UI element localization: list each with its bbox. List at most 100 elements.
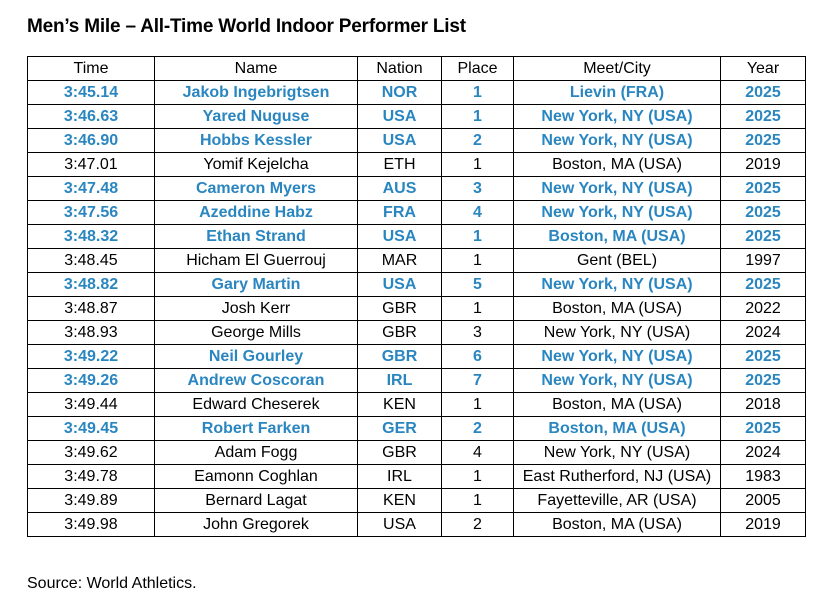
nation-cell: KEN — [357, 392, 442, 417]
year-cell: 2019 — [720, 152, 806, 177]
time-cell: 3:49.78 — [27, 464, 155, 489]
name-cell: Edward Cheserek — [154, 392, 358, 417]
time-cell: 3:47.48 — [27, 176, 155, 201]
time-cell: 3:48.32 — [27, 224, 155, 249]
year-cell: 2022 — [720, 296, 806, 321]
year-cell: 2024 — [720, 320, 806, 345]
time-cell: 3:49.45 — [27, 416, 155, 441]
meet-city-cell: Fayetteville, AR (USA) — [513, 488, 721, 513]
place-cell: 1 — [441, 248, 514, 273]
name-cell: John Gregorek — [154, 512, 358, 537]
place-cell: 3 — [441, 176, 514, 201]
time-cell: 3:49.98 — [27, 512, 155, 537]
table-row: 3:49.26 Andrew Coscoran IRL 7 New York, NY (… — [27, 368, 806, 393]
time-cell: 3:48.87 — [27, 296, 155, 321]
year-cell: 1997 — [720, 248, 806, 273]
place-cell: 4 — [441, 440, 514, 465]
nation-cell: USA — [357, 224, 442, 249]
meet-city-cell: New York, NY (USA) — [513, 176, 721, 201]
meet-city-cell: Gent (BEL) — [513, 248, 721, 273]
time-cell: 3:47.01 — [27, 152, 155, 177]
place-cell: 4 — [441, 200, 514, 225]
table-row: 3:48.93 George Mills GBR 3 New York, NY (USA… — [27, 320, 806, 345]
name-cell: Gary Martin — [154, 272, 358, 297]
performer-table: Time Name Nation Place Meet/City Year 3:… — [27, 56, 806, 537]
meet-city-cell: Boston, MA (USA) — [513, 416, 721, 441]
meet-city-cell: New York, NY (USA) — [513, 320, 721, 345]
place-cell: 3 — [441, 320, 514, 345]
nation-cell: USA — [357, 128, 442, 153]
year-cell: 2025 — [720, 200, 806, 225]
meet-city-cell: New York, NY (USA) — [513, 368, 721, 393]
name-cell: Josh Kerr — [154, 296, 358, 321]
place-cell: 1 — [441, 224, 514, 249]
nation-cell: IRL — [357, 464, 442, 489]
nation-cell: USA — [357, 512, 442, 537]
table-row: 3:48.45 Hicham El Guerrouj MAR 1 Gent (BEL) 1… — [27, 248, 806, 273]
name-cell: Yomif Kejelcha — [154, 152, 358, 177]
nation-cell: GER — [357, 416, 442, 441]
place-cell: 1 — [441, 392, 514, 417]
nation-cell: FRA — [357, 200, 442, 225]
time-cell: 3:48.93 — [27, 320, 155, 345]
place-cell: 2 — [441, 416, 514, 441]
meet-city-cell: New York, NY (USA) — [513, 440, 721, 465]
table-row: 3:47.01 Yomif Kejelcha ETH 1 Boston, MA (USA… — [27, 152, 806, 177]
time-cell: 3:46.63 — [27, 104, 155, 129]
place-cell: 1 — [441, 104, 514, 129]
header-time: Time — [27, 56, 155, 81]
meet-city-cell: New York, NY (USA) — [513, 104, 721, 129]
place-cell: 1 — [441, 464, 514, 489]
nation-cell: ETH — [357, 152, 442, 177]
header-place: Place — [441, 56, 514, 81]
place-cell: 7 — [441, 368, 514, 393]
name-cell: Robert Farken — [154, 416, 358, 441]
name-cell: Neil Gourley — [154, 344, 358, 369]
time-cell: 3:49.26 — [27, 368, 155, 393]
table-row: 3:48.87 Josh Kerr GBR 1 Boston, MA (USA) 2022 — [27, 296, 806, 321]
table-row: 3:49.22 Neil Gourley GBR 6 New York, NY (USA… — [27, 344, 806, 369]
nation-cell: GBR — [357, 320, 442, 345]
place-cell: 1 — [441, 80, 514, 105]
time-cell: 3:45.14 — [27, 80, 155, 105]
nation-cell: USA — [357, 272, 442, 297]
header-nation: Nation — [357, 56, 442, 81]
nation-cell: GBR — [357, 440, 442, 465]
name-cell: Andrew Coscoran — [154, 368, 358, 393]
name-cell: George Mills — [154, 320, 358, 345]
source-note: Source: World Athletics. — [27, 575, 197, 592]
nation-cell: AUS — [357, 176, 442, 201]
nation-cell: GBR — [357, 296, 442, 321]
year-cell: 2025 — [720, 368, 806, 393]
time-cell: 3:46.90 — [27, 128, 155, 153]
table-body: 3:45.14 Jakob Ingebrigtsen NOR 1 Lievin (FRA… — [27, 80, 806, 537]
meet-city-cell: Boston, MA (USA) — [513, 152, 721, 177]
name-cell: Ethan Strand — [154, 224, 358, 249]
place-cell: 6 — [441, 344, 514, 369]
name-cell: Bernard Lagat — [154, 488, 358, 513]
time-cell: 3:49.44 — [27, 392, 155, 417]
table-row: 3:45.14 Jakob Ingebrigtsen NOR 1 Lievin (FRA… — [27, 80, 806, 105]
header-year: Year — [720, 56, 806, 81]
year-cell: 1983 — [720, 464, 806, 489]
nation-cell: KEN — [357, 488, 442, 513]
year-cell: 2005 — [720, 488, 806, 513]
name-cell: Yared Nuguse — [154, 104, 358, 129]
name-cell: Jakob Ingebrigtsen — [154, 80, 358, 105]
name-cell: Cameron Myers — [154, 176, 358, 201]
time-cell: 3:48.45 — [27, 248, 155, 273]
name-cell: Hobbs Kessler — [154, 128, 358, 153]
place-cell: 2 — [441, 128, 514, 153]
meet-city-cell: New York, NY (USA) — [513, 200, 721, 225]
year-cell: 2025 — [720, 272, 806, 297]
nation-cell: IRL — [357, 368, 442, 393]
year-cell: 2024 — [720, 440, 806, 465]
nation-cell: GBR — [357, 344, 442, 369]
time-cell: 3:49.62 — [27, 440, 155, 465]
year-cell: 2025 — [720, 104, 806, 129]
nation-cell: USA — [357, 104, 442, 129]
year-cell: 2025 — [720, 224, 806, 249]
table-row: 3:48.82 Gary Martin USA 5 New York, NY (USA)… — [27, 272, 806, 297]
place-cell: 5 — [441, 272, 514, 297]
meet-city-cell: Boston, MA (USA) — [513, 512, 721, 537]
